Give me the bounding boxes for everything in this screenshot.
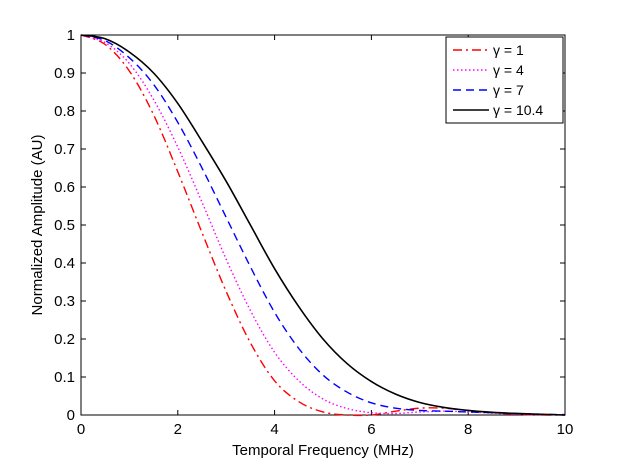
legend-label-1: γ = 4 <box>493 62 524 78</box>
y-tick-label: 1 <box>67 27 75 44</box>
y-axis-label: Normalized Amplitude (AU) <box>29 135 46 316</box>
y-tick-label: 0.1 <box>54 369 75 386</box>
axis-ticks: 0 2 4 6 8 10 0 0.1 0.2 0.3 0.4 0.5 0.6 0.7 0.8 0.9 1 <box>54 27 573 438</box>
series-line-3 <box>80 34 566 416</box>
legend-label-0: γ = 1 <box>493 42 524 58</box>
y-tick-label: 0.9 <box>54 65 75 82</box>
y-tick-label: 0.3 <box>54 293 75 310</box>
x-axis-label: Temporal Frequency (MHz) <box>232 442 414 459</box>
x-tick-label: 2 <box>174 421 182 438</box>
x-tick-label: 6 <box>367 421 375 438</box>
y-tick-label: 0.5 <box>54 217 75 234</box>
legend-box <box>445 36 564 124</box>
y-tick-label: 0 <box>67 407 75 424</box>
y-tick-label: 0.8 <box>54 103 75 120</box>
series-line-1 <box>80 34 566 416</box>
y-tick-label: 0.7 <box>54 141 75 158</box>
x-tick-label: 4 <box>270 421 278 438</box>
y-tick-label: 0.4 <box>54 255 75 272</box>
x-tick-label: 8 <box>464 421 472 438</box>
y-tick-label: 0.2 <box>54 331 75 348</box>
legend: γ = 1 γ = 4 γ = 7 γ = 10.4 <box>445 36 564 124</box>
series-group <box>80 34 566 417</box>
x-tick-label: 10 <box>557 421 574 438</box>
legend-label-2: γ = 7 <box>493 82 524 98</box>
series-line-0 <box>80 34 566 417</box>
x-tick-label: 0 <box>77 421 85 438</box>
y-tick-label: 0.6 <box>54 179 75 196</box>
legend-label-3: γ = 10.4 <box>493 102 543 118</box>
